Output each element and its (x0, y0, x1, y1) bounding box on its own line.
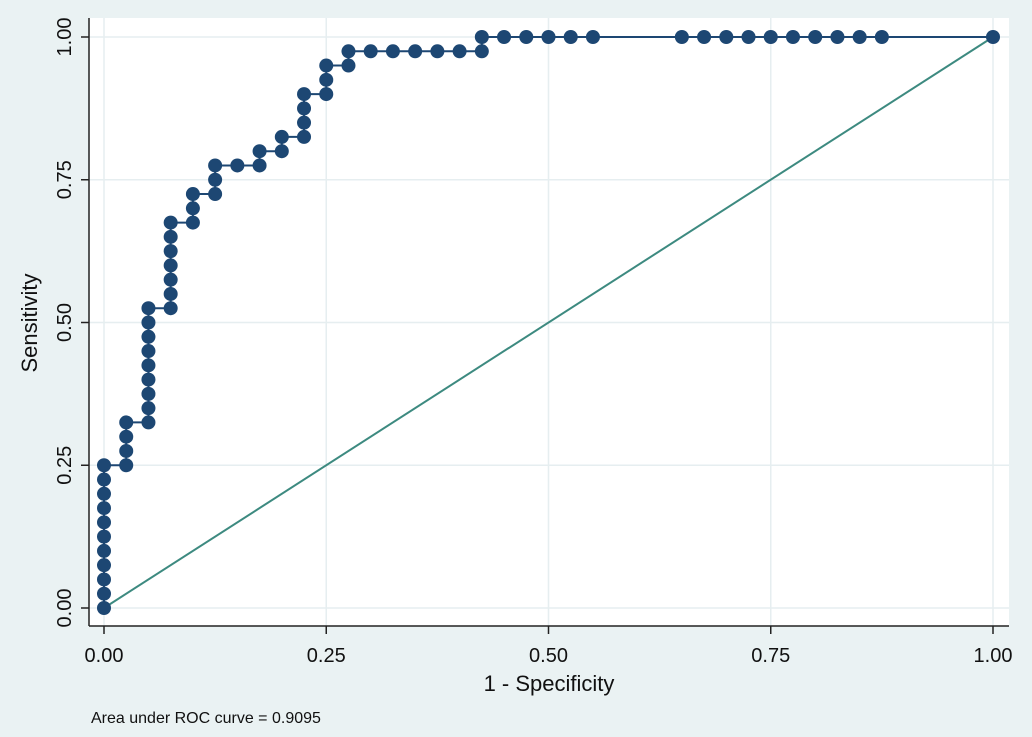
roc-point (385, 44, 400, 59)
roc-point (319, 87, 334, 102)
x-tick-label: 0.50 (529, 645, 568, 667)
y-tick-label: 0.00 (54, 589, 76, 628)
y-tick-label: 0.50 (54, 303, 76, 342)
roc-point (97, 529, 111, 544)
roc-point (185, 201, 200, 216)
roc-point (97, 558, 111, 573)
roc-point (986, 30, 1000, 44)
roc-point (541, 30, 556, 44)
roc-point (163, 215, 178, 230)
roc-point (230, 158, 245, 173)
roc-point (141, 358, 156, 373)
roc-point (830, 30, 845, 44)
roc-point (785, 30, 800, 44)
roc-point (141, 301, 156, 316)
roc-point (341, 44, 356, 59)
roc-point (163, 244, 178, 259)
roc-point (741, 30, 756, 44)
roc-point (163, 301, 178, 316)
roc-point (208, 158, 223, 173)
auc-note: Area under ROC curve = 0.9095 (91, 710, 321, 727)
roc-point (363, 44, 378, 59)
roc-point (141, 315, 156, 330)
y-tick-label: 0.25 (54, 446, 76, 485)
roc-point (297, 87, 312, 102)
reference-line (103, 36, 994, 609)
x-tick-label: 0.75 (751, 645, 790, 667)
roc-point (341, 58, 356, 73)
roc-point (674, 30, 689, 44)
roc-point (97, 543, 111, 558)
roc-point (408, 44, 423, 59)
roc-point (141, 401, 156, 416)
roc-point (763, 30, 778, 44)
roc-point (852, 30, 867, 44)
roc-point (252, 158, 267, 173)
roc-point (97, 501, 111, 516)
roc-point (97, 486, 111, 501)
y-tick-label: 0.75 (54, 160, 76, 199)
roc-point (185, 187, 200, 202)
x-tick-label: 0.25 (307, 645, 346, 667)
roc-point (297, 115, 312, 130)
roc-point (252, 144, 267, 159)
roc-point (563, 30, 578, 44)
roc-point (141, 329, 156, 344)
roc-point (141, 386, 156, 401)
roc-point (519, 30, 534, 44)
roc-point (274, 144, 289, 159)
y-axis-title: Sensitivity (17, 273, 42, 372)
roc-point (97, 458, 111, 473)
roc-point (297, 101, 312, 116)
roc-point (274, 129, 289, 144)
roc-point (97, 472, 111, 487)
roc-point (119, 415, 134, 430)
roc-point (97, 572, 111, 587)
roc-point (163, 272, 178, 287)
roc-point (208, 172, 223, 187)
x-axis-title: 1 - Specificity (484, 671, 615, 696)
roc-point (119, 429, 134, 444)
roc-point (97, 601, 111, 615)
roc-point (97, 586, 111, 601)
roc-point (141, 372, 156, 387)
roc-point (319, 58, 334, 73)
roc-point (474, 44, 489, 59)
roc-point (430, 44, 445, 59)
roc-point (141, 344, 156, 359)
roc-point (808, 30, 823, 44)
roc-point (452, 44, 467, 59)
axis-ticks: 0.00 0.25 0.50 0.75 1.00 0.00 0.25 0.50 0.75 1.00 (54, 18, 1012, 667)
x-tick-label: 0.00 (85, 645, 124, 667)
x-tick-label: 1.00 (974, 645, 1013, 667)
roc-point (208, 187, 223, 202)
roc-point (119, 458, 134, 473)
roc-point (163, 229, 178, 244)
roc-point (163, 258, 178, 273)
roc-point (474, 30, 489, 44)
roc-point (163, 286, 178, 301)
roc-markers-layer (97, 30, 1000, 615)
roc-point (97, 515, 111, 530)
roc-point (319, 72, 334, 87)
roc-point (185, 215, 200, 230)
roc-point (119, 443, 134, 458)
roc-point (141, 415, 156, 430)
roc-point (719, 30, 734, 44)
roc-point (497, 30, 512, 44)
roc-point (297, 129, 312, 144)
reference-line-layer (103, 36, 994, 609)
roc-point (697, 30, 712, 44)
roc-point (585, 30, 600, 44)
roc-point (874, 30, 889, 44)
y-tick-label: 1.00 (54, 18, 76, 57)
